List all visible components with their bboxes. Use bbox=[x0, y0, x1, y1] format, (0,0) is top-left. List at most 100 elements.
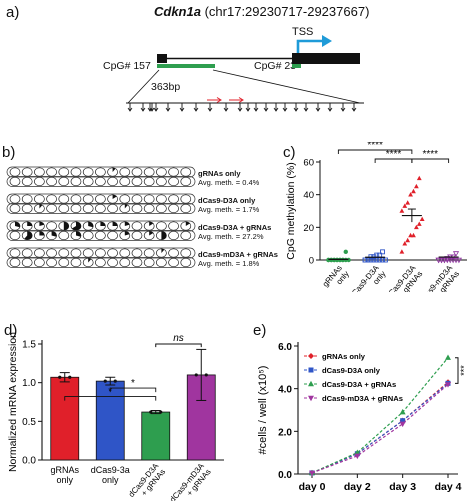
cpg-circle bbox=[180, 203, 192, 214]
cpg-circle bbox=[156, 203, 167, 214]
cpg-circle bbox=[58, 257, 70, 268]
cpg-circle bbox=[168, 248, 179, 258]
y-tick-label: 0.0 bbox=[22, 456, 36, 467]
cpg-site-arrowhead bbox=[207, 107, 213, 112]
data-point bbox=[374, 257, 380, 263]
y-tick-label: 1.5 bbox=[22, 340, 36, 351]
y-tick-label: 1.0 bbox=[22, 378, 36, 389]
data-point bbox=[455, 257, 463, 264]
data-point bbox=[445, 354, 451, 360]
cpg-circle bbox=[34, 248, 45, 258]
cpg-circle bbox=[82, 167, 94, 177]
zoom-line-left bbox=[127, 69, 160, 104]
cpg-circle bbox=[70, 203, 82, 214]
methylated-fraction bbox=[112, 194, 117, 199]
data-point bbox=[416, 221, 422, 226]
cpg-circle bbox=[70, 248, 82, 258]
cpg-circle bbox=[131, 257, 143, 268]
y-axis-label: CpG methylation (%) bbox=[285, 162, 297, 259]
sample-name: gRNAs only bbox=[198, 169, 241, 178]
cpg-circle bbox=[9, 248, 21, 258]
data-point bbox=[447, 257, 454, 264]
methylated-fraction bbox=[185, 221, 190, 226]
data-point bbox=[346, 257, 351, 263]
data-point bbox=[402, 203, 408, 208]
cpg-circle bbox=[9, 167, 21, 177]
data-point bbox=[308, 367, 314, 373]
cpg-circle bbox=[95, 203, 106, 214]
methylated-fraction bbox=[39, 221, 45, 226]
category-label: gRNAsonly bbox=[321, 264, 351, 292]
bar bbox=[141, 411, 171, 461]
sample-methylation-label: dCas9-D3A only Avg. meth. = 1.7% bbox=[198, 196, 259, 214]
cpg-circle bbox=[168, 221, 179, 231]
data-point bbox=[452, 251, 460, 257]
cpg-circle bbox=[46, 194, 57, 204]
data-point bbox=[308, 353, 314, 359]
methylated-fraction bbox=[112, 167, 116, 172]
legend-label: gRNAs only bbox=[322, 352, 366, 361]
primer-arrowhead-icon bbox=[238, 97, 244, 103]
cpg-circle bbox=[119, 167, 131, 177]
data-point bbox=[58, 375, 62, 379]
bar bbox=[50, 376, 80, 461]
category-label: dCas9-D3Aonly bbox=[347, 263, 388, 292]
y-tick-label: 0 bbox=[309, 256, 314, 267]
data-point bbox=[365, 257, 371, 263]
cpg-site-arrowhead bbox=[253, 107, 259, 112]
data-point bbox=[377, 257, 383, 263]
x-tick-label: day 3 bbox=[389, 481, 416, 493]
cpg-circle bbox=[58, 194, 70, 204]
cpg-site-arrowhead bbox=[223, 107, 229, 112]
exon-2 bbox=[292, 53, 360, 64]
data-point bbox=[405, 237, 411, 243]
category-label: dCas9-mD3A+ gRNAs bbox=[168, 461, 213, 501]
data-point bbox=[400, 418, 406, 424]
cpg-circle bbox=[107, 176, 118, 187]
cpg-circle bbox=[156, 257, 167, 268]
data-point bbox=[343, 249, 348, 255]
data-point bbox=[68, 375, 72, 379]
gene-name: Cdkn1a bbox=[154, 4, 201, 19]
data-point bbox=[149, 410, 153, 414]
cpg-circle bbox=[119, 257, 131, 268]
data-point bbox=[405, 200, 411, 205]
cpg-circle bbox=[180, 257, 192, 268]
data-point bbox=[413, 183, 419, 189]
tss-arrowhead-icon bbox=[322, 35, 332, 47]
cpg-site-arrowhead bbox=[273, 107, 279, 112]
sig-c-3-label: **** bbox=[422, 149, 438, 160]
cpg-site-arrowhead bbox=[315, 107, 321, 112]
avg-methylation: Avg. meth. = 0.4% bbox=[198, 177, 260, 187]
cpg-circle bbox=[119, 176, 131, 187]
cpg-circle bbox=[131, 194, 143, 204]
methylated-fraction bbox=[161, 248, 165, 253]
y-tick-label: 6.0 bbox=[278, 342, 292, 353]
data-point bbox=[399, 208, 405, 213]
cpg-circle bbox=[58, 167, 70, 177]
cpg-circle bbox=[180, 248, 192, 258]
cpg-circle bbox=[95, 194, 106, 204]
sample-name: dCas9-D3A + gRNAs bbox=[198, 223, 272, 232]
methylated-fraction bbox=[71, 221, 82, 231]
methylated-fraction bbox=[76, 231, 81, 237]
legend-label: dCas9-D3A only bbox=[322, 366, 381, 375]
cpg-site-arrowhead bbox=[293, 107, 299, 112]
category-label: dCas9-D3A+ gRNAs bbox=[384, 263, 425, 292]
data-point bbox=[204, 373, 208, 377]
cpg-site-ticks bbox=[127, 97, 357, 112]
cpg-circle bbox=[9, 194, 21, 204]
cpg-circle bbox=[58, 203, 70, 214]
cpg-circle bbox=[168, 167, 179, 177]
y-tick-label: 20 bbox=[303, 223, 314, 234]
cpg-site-arrowhead bbox=[340, 107, 346, 112]
cpg-circle bbox=[82, 176, 94, 187]
cpg-island-1 bbox=[157, 64, 215, 68]
read-frame bbox=[6, 230, 196, 241]
cpg-circle bbox=[58, 176, 70, 187]
read-frame bbox=[6, 203, 196, 214]
y-tick-label: 0.0 bbox=[278, 470, 292, 481]
sig-d-2-label: * bbox=[131, 378, 135, 389]
methylated-fraction bbox=[27, 221, 33, 226]
